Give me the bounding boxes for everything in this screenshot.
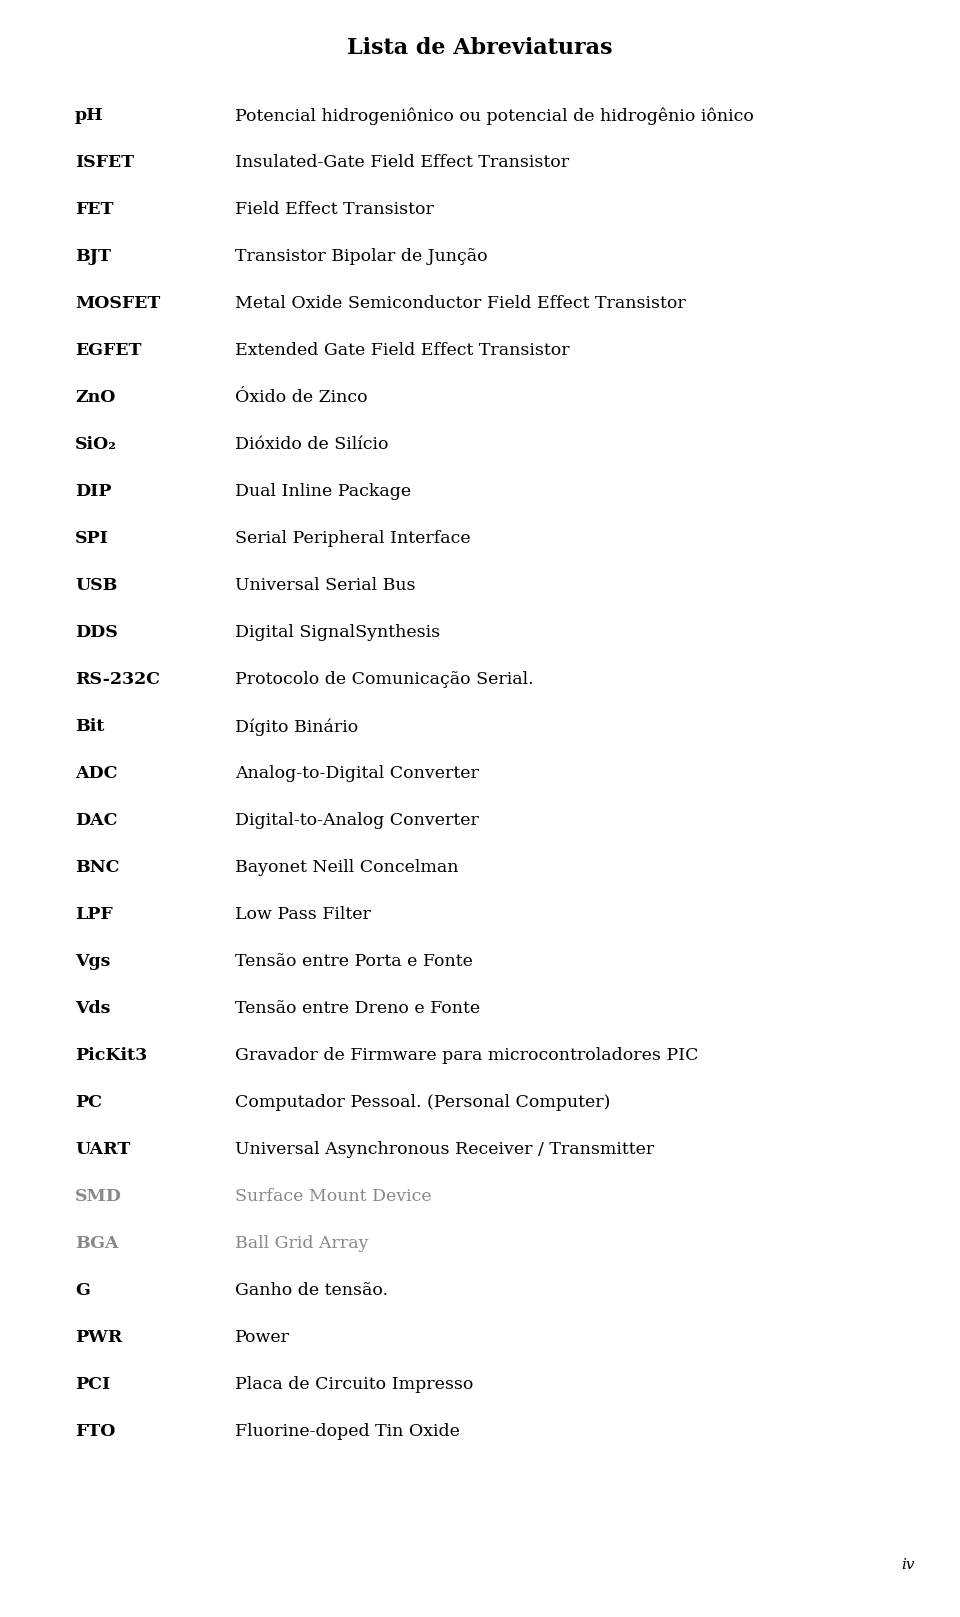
Text: Surface Mount Device: Surface Mount Device bbox=[235, 1188, 432, 1205]
Text: BJT: BJT bbox=[75, 247, 110, 265]
Text: UART: UART bbox=[75, 1142, 131, 1158]
Text: MOSFET: MOSFET bbox=[75, 294, 160, 312]
Text: DDS: DDS bbox=[75, 624, 118, 640]
Text: PicKit3: PicKit3 bbox=[75, 1046, 147, 1064]
Text: Tensão entre Dreno e Fonte: Tensão entre Dreno e Fonte bbox=[235, 999, 480, 1017]
Text: Dual Inline Package: Dual Inline Package bbox=[235, 483, 411, 500]
Text: Insulated-Gate Field Effect Transistor: Insulated-Gate Field Effect Transistor bbox=[235, 154, 569, 171]
Text: DIP: DIP bbox=[75, 483, 111, 500]
Text: Fluorine-doped Tin Oxide: Fluorine-doped Tin Oxide bbox=[235, 1423, 460, 1441]
Text: Transistor Bipolar de Junção: Transistor Bipolar de Junção bbox=[235, 247, 488, 265]
Text: Ball Grid Array: Ball Grid Array bbox=[235, 1235, 369, 1252]
Text: Dióxido de Silício: Dióxido de Silício bbox=[235, 437, 389, 453]
Text: G: G bbox=[75, 1282, 90, 1298]
Text: iv: iv bbox=[901, 1559, 915, 1572]
Text: Digital SignalSynthesis: Digital SignalSynthesis bbox=[235, 624, 440, 640]
Text: RS-232C: RS-232C bbox=[75, 671, 160, 687]
Text: BGA: BGA bbox=[75, 1235, 118, 1252]
Text: PC: PC bbox=[75, 1095, 102, 1111]
Text: pH: pH bbox=[75, 107, 104, 125]
Text: Serial Peripheral Interface: Serial Peripheral Interface bbox=[235, 530, 470, 547]
Text: Lista de Abreviaturas: Lista de Abreviaturas bbox=[348, 37, 612, 58]
Text: SiO₂: SiO₂ bbox=[75, 437, 117, 453]
Text: Extended Gate Field Effect Transistor: Extended Gate Field Effect Transistor bbox=[235, 343, 569, 359]
Text: Gravador de Firmware para microcontroladores PIC: Gravador de Firmware para microcontrolad… bbox=[235, 1046, 699, 1064]
Text: Potencial hidrogeniônico ou potencial de hidrogênio iônico: Potencial hidrogeniônico ou potencial de… bbox=[235, 107, 754, 125]
Text: FTO: FTO bbox=[75, 1423, 115, 1441]
Text: Óxido de Zinco: Óxido de Zinco bbox=[235, 390, 368, 406]
Text: Universal Serial Bus: Universal Serial Bus bbox=[235, 577, 416, 593]
Text: Field Effect Transistor: Field Effect Transistor bbox=[235, 201, 434, 218]
Text: Computador Pessoal. (Personal Computer): Computador Pessoal. (Personal Computer) bbox=[235, 1095, 611, 1111]
Text: Tensão entre Porta e Fonte: Tensão entre Porta e Fonte bbox=[235, 952, 473, 970]
Text: ADC: ADC bbox=[75, 765, 117, 783]
Text: Power: Power bbox=[235, 1329, 290, 1345]
Text: DAC: DAC bbox=[75, 812, 117, 830]
Text: Placa de Circuito Impresso: Placa de Circuito Impresso bbox=[235, 1376, 473, 1392]
Text: SMD: SMD bbox=[75, 1188, 122, 1205]
Text: SPI: SPI bbox=[75, 530, 108, 547]
Text: Bit: Bit bbox=[75, 718, 105, 736]
Text: USB: USB bbox=[75, 577, 117, 593]
Text: Metal Oxide Semiconductor Field Effect Transistor: Metal Oxide Semiconductor Field Effect T… bbox=[235, 294, 685, 312]
Text: Vgs: Vgs bbox=[75, 952, 110, 970]
Text: Bayonet Neill Concelman: Bayonet Neill Concelman bbox=[235, 859, 459, 876]
Text: Digital-to-Analog Converter: Digital-to-Analog Converter bbox=[235, 812, 479, 830]
Text: LPF: LPF bbox=[75, 906, 112, 923]
Text: PCI: PCI bbox=[75, 1376, 110, 1392]
Text: Analog-to-Digital Converter: Analog-to-Digital Converter bbox=[235, 765, 479, 783]
Text: Protocolo de Comunicação Serial.: Protocolo de Comunicação Serial. bbox=[235, 671, 534, 687]
Text: ZnO: ZnO bbox=[75, 390, 115, 406]
Text: EGFET: EGFET bbox=[75, 343, 141, 359]
Text: Low Pass Filter: Low Pass Filter bbox=[235, 906, 371, 923]
Text: Ganho de tensão.: Ganho de tensão. bbox=[235, 1282, 388, 1298]
Text: ISFET: ISFET bbox=[75, 154, 134, 171]
Text: FET: FET bbox=[75, 201, 113, 218]
Text: Vds: Vds bbox=[75, 999, 110, 1017]
Text: Universal Asynchronous Receiver / Transmitter: Universal Asynchronous Receiver / Transm… bbox=[235, 1142, 655, 1158]
Text: BNC: BNC bbox=[75, 859, 119, 876]
Text: PWR: PWR bbox=[75, 1329, 122, 1345]
Text: Dígito Binário: Dígito Binário bbox=[235, 718, 358, 736]
